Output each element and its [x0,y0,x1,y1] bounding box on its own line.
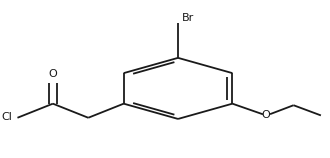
Text: O: O [49,69,57,79]
Text: O: O [262,110,271,120]
Text: Br: Br [182,13,194,23]
Text: Cl: Cl [2,112,13,122]
